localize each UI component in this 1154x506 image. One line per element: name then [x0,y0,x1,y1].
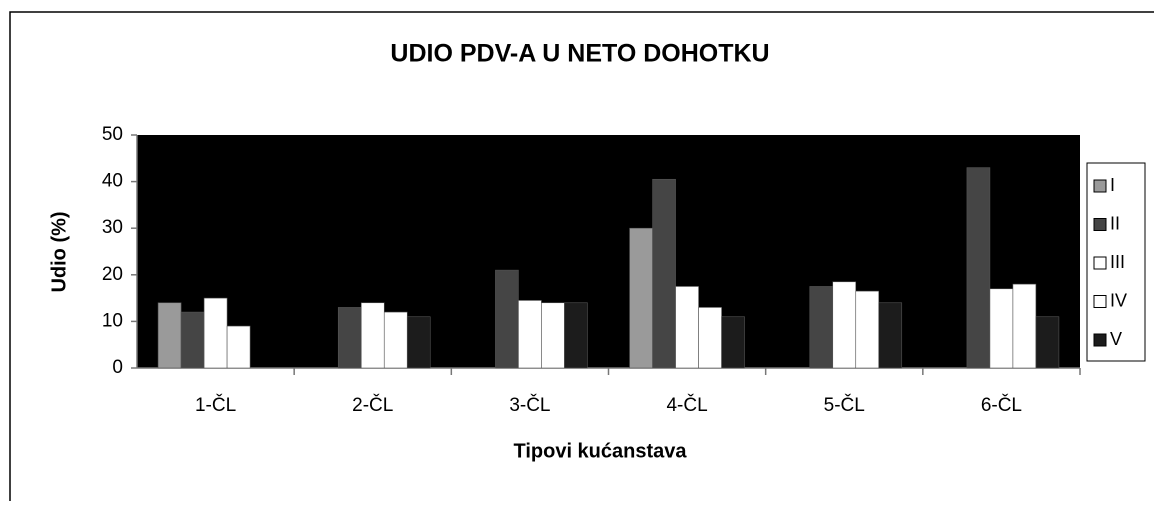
bar [180,311,205,369]
x-axis-label: Tipovi kućanstava [513,440,687,462]
legend-swatch [1093,179,1107,193]
bar [518,300,542,369]
bar [541,302,565,369]
legend-label: III [1110,252,1125,272]
bar [406,316,431,369]
y-tick-label: 40 [102,171,123,192]
legend-swatch [1093,256,1107,270]
x-tick-label: 5-ČL [824,394,865,416]
bar [629,227,653,369]
bar [203,297,228,369]
bar [989,288,1014,369]
x-tick-label: 3-ČL [509,394,550,416]
legend-label: IV [1110,290,1127,310]
bar [1035,316,1060,369]
y-tick-label: 20 [102,264,123,285]
plot-area [137,135,1080,368]
legend-swatch [1093,218,1107,231]
bar [832,281,857,369]
bar [652,178,676,369]
bar [698,307,722,369]
bar [855,290,880,369]
y-axis-label: Udio (%) [48,211,70,292]
bar [809,286,834,369]
bar [383,311,408,369]
bar [1012,283,1037,369]
x-tick-label: 2-ČL [352,394,393,416]
legend-label: I [1110,175,1115,195]
bar [226,325,251,369]
x-tick-label: 4-ČL [666,394,707,416]
bar [966,167,991,369]
y-tick-label: 30 [102,217,123,238]
bar [337,307,362,369]
legend-label: V [1110,329,1122,349]
bar [157,302,182,369]
bar [495,269,519,369]
legend-label: II [1110,213,1120,233]
y-tick-label: 10 [102,310,123,331]
bar [564,302,588,369]
bar [675,286,699,369]
bar [360,302,385,369]
y-tick-label: 50 [102,124,123,145]
y-tick-label: 0 [112,357,123,378]
legend-swatch [1093,295,1107,308]
chart-title: UDIO PDV-A U NETO DOHOTKU [390,40,769,68]
x-tick-label: 6-ČL [981,394,1022,416]
bar [721,316,745,369]
x-tick-label: 1-ČL [195,394,236,416]
legend-swatch [1093,333,1107,347]
bar [878,302,903,369]
